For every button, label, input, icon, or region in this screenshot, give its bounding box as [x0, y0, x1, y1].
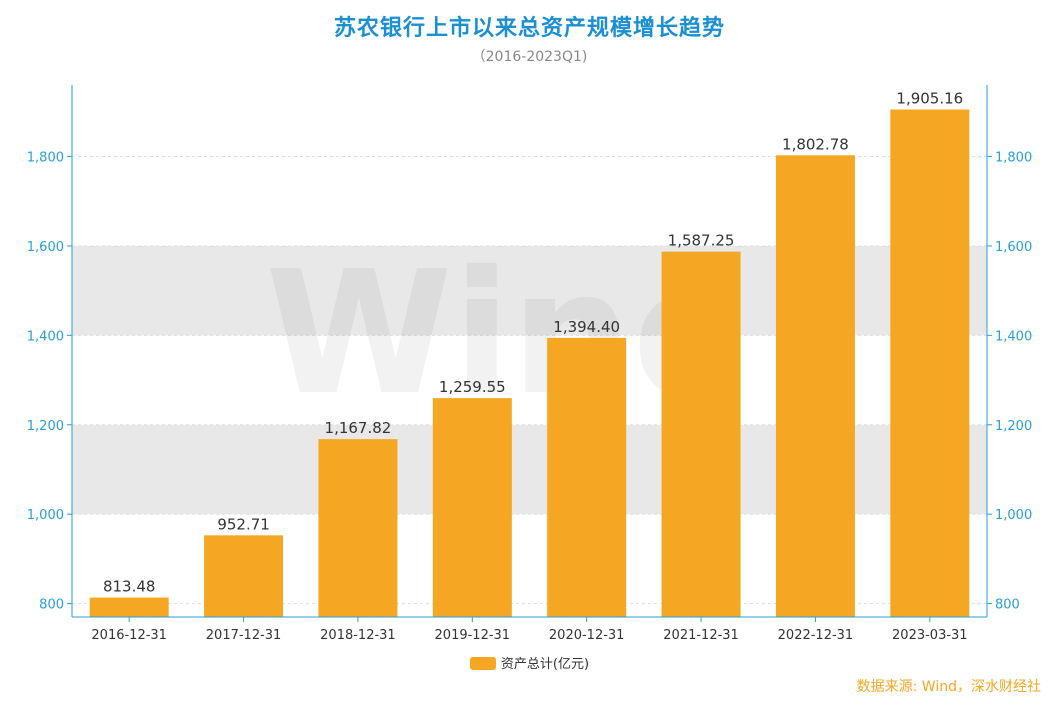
bar-value-label: 1,802.78 [782, 135, 849, 153]
bar [890, 109, 970, 617]
y-tick-label-left: 1,000 [27, 508, 64, 523]
bar-value-label: 1,259.55 [439, 378, 506, 396]
y-tick-label-left: 1,800 [27, 151, 64, 166]
legend-label: 资产总计(亿元) [500, 657, 590, 672]
x-tick-label: 2019-12-31 [435, 628, 511, 643]
bar-value-label: 1,905.16 [896, 90, 963, 108]
y-tick-label-left: 1,600 [27, 240, 64, 255]
y-tick-label-right: 1,600 [995, 240, 1032, 255]
x-tick-label: 2018-12-31 [320, 628, 396, 643]
bar-value-label: 1,587.25 [668, 232, 735, 250]
bar-value-label: 1,394.40 [553, 318, 620, 336]
bar [204, 535, 284, 617]
bar-value-label: 813.48 [103, 578, 156, 596]
x-tick-label: 2021-12-31 [663, 628, 739, 643]
x-tick-label: 2020-12-31 [549, 628, 625, 643]
x-tick-label: 2022-12-31 [778, 628, 854, 643]
x-tick-label: 2016-12-31 [91, 628, 167, 643]
y-tick-label-right: 1,400 [995, 329, 1032, 344]
bar [432, 398, 512, 617]
source-note: 数据来源: Wind，深水财经社 [856, 679, 1041, 695]
y-tick-label-left: 1,400 [27, 329, 64, 344]
bar-value-label: 1,167.82 [325, 419, 392, 437]
bar [89, 597, 169, 617]
x-tick-label: 2023-03-31 [892, 628, 968, 643]
legend: 资产总计(亿元) [0, 653, 1059, 672]
bar [661, 251, 741, 617]
chart-subtitle: （2016-2023Q1) [471, 49, 588, 65]
y-tick-label-right: 1,000 [995, 508, 1032, 523]
y-tick-label-left: 1,200 [27, 419, 64, 434]
y-tick-label-right: 1,800 [995, 151, 1032, 166]
y-tick-label-left: 800 [39, 598, 64, 613]
y-tick-label-right: 800 [995, 598, 1020, 613]
bar [547, 337, 627, 617]
y-tick-label-right: 1,200 [995, 419, 1032, 434]
legend-swatch [469, 657, 496, 670]
bar [318, 439, 398, 617]
bar [775, 155, 855, 617]
chart-title: 苏农银行上市以来总资产规模增长趋势 [333, 16, 725, 41]
x-tick-label: 2017-12-31 [206, 628, 282, 643]
bar-value-label: 952.71 [217, 515, 270, 533]
